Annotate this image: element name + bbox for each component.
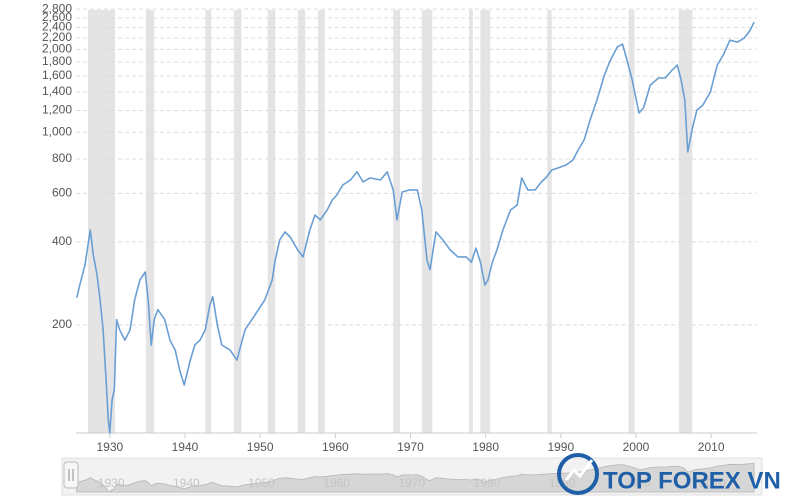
shaded-period (480, 10, 491, 433)
shaded-period (233, 10, 242, 433)
x-tick-label: 2010 (698, 440, 725, 454)
y-tick-label: 2,200 (42, 30, 72, 44)
y-tick-label: 200 (52, 317, 72, 331)
x-tick-label: 1970 (397, 440, 424, 454)
navigator-label: 2000 (624, 476, 651, 490)
watermark-logo (557, 453, 599, 495)
y-tick-label: 600 (52, 186, 72, 200)
shaded-period (318, 10, 325, 433)
shaded-periods (88, 10, 693, 433)
navigator-label: 1950 (248, 476, 275, 490)
navigator-label: 2010 (699, 476, 726, 490)
y-tick-label: 1,200 (42, 103, 72, 117)
x-tick-label: 1940 (172, 440, 199, 454)
plot (76, 21, 755, 434)
shaded-period (628, 10, 635, 433)
x-tick-label: 2000 (623, 440, 650, 454)
navigator-label: 1940 (173, 476, 200, 490)
y-tick-label: 400 (52, 234, 72, 248)
y-tick-label: 2,600 (42, 10, 72, 24)
x-tick-label: 1960 (322, 440, 349, 454)
watermark-logo-arrow (564, 459, 594, 481)
y-tick-label: 1,400 (42, 84, 72, 98)
watermark: TOP FOREX VN (557, 453, 781, 495)
shaded-period (469, 10, 473, 433)
shaded-period (678, 10, 693, 433)
x-tick-label: 1950 (247, 440, 274, 454)
x-tick-label: 1990 (547, 440, 574, 454)
shaded-period (267, 10, 276, 433)
navigator-label: 1980 (474, 476, 501, 490)
x-tick-label: 1980 (472, 440, 499, 454)
shaded-period (421, 10, 433, 433)
y-tick-label: 1,600 (42, 68, 72, 82)
navigator-label: 1970 (398, 476, 425, 490)
shaded-period (297, 10, 306, 433)
y-tick-label: 1,000 (42, 124, 72, 138)
y-tick-label: 2,800 (42, 1, 72, 15)
x-tick-label: 1930 (96, 440, 123, 454)
data-line (76, 21, 755, 434)
shaded-period (547, 10, 552, 433)
navigator-label: 1930 (98, 476, 125, 490)
navigator-label: 1960 (323, 476, 350, 490)
shaded-period (393, 10, 400, 433)
shaded-period (145, 10, 155, 433)
watermark-text: TOP FOREX VN (603, 467, 781, 494)
y-tick-label: 800 (52, 151, 72, 165)
shaded-period (205, 10, 212, 433)
y-tick-label: 2,400 (42, 20, 72, 34)
navigator-handle[interactable] (63, 461, 79, 489)
y-tick-label: 1,800 (42, 54, 72, 68)
navigator[interactable]: 1930 1940 1950 1960 1970 1980 1990 2000 2010 (61, 457, 763, 496)
y-tick-label: 2,000 (42, 42, 72, 56)
shaded-period (88, 10, 116, 433)
navigator-area (76, 462, 755, 493)
grid: 200 400 600 800 1,000 1,200 1,400 1,6001,8002,0… (42, 1, 757, 454)
